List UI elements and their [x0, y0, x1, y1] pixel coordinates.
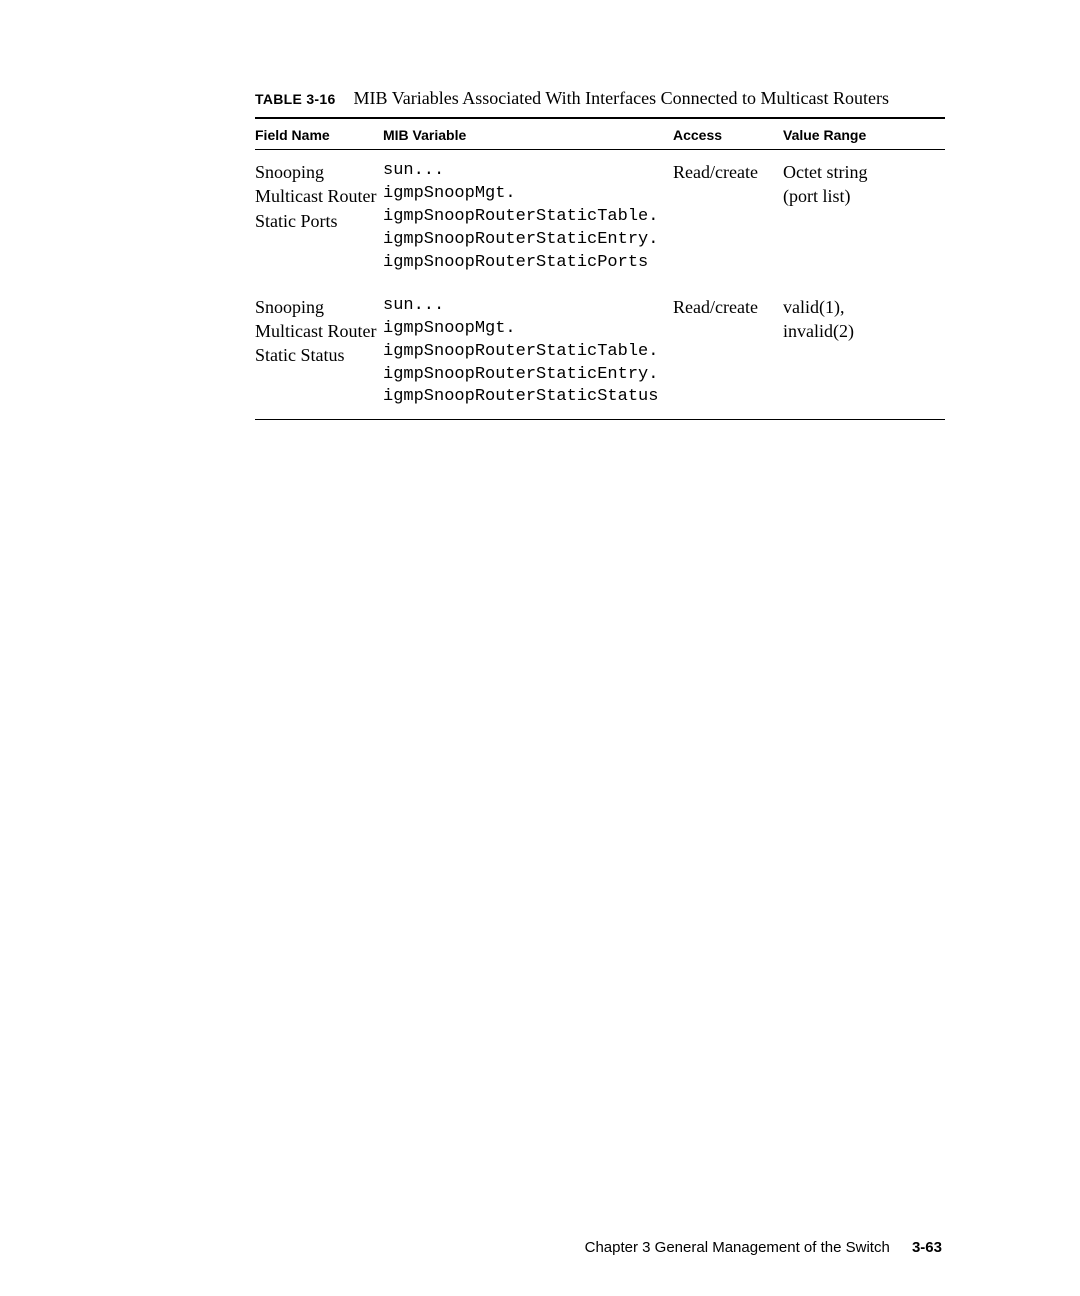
table-row: SnoopingMulticast RouterStatic Status su…: [255, 285, 945, 420]
table-caption-label: TABLE 3-16: [255, 91, 336, 107]
cell-value-range: valid(1),invalid(2): [783, 285, 945, 420]
table-caption-text: MIB Variables Associated With Interfaces…: [354, 88, 890, 108]
header-access: Access: [673, 118, 783, 150]
cell-mib-variable: sun...igmpSnoopMgt.igmpSnoopRouterStatic…: [383, 150, 673, 285]
header-value-range: Value Range: [783, 118, 945, 150]
cell-value-range: Octet string(port list): [783, 150, 945, 285]
cell-field-name: SnoopingMulticast RouterStatic Status: [255, 285, 383, 420]
header-field-name: Field Name: [255, 118, 383, 150]
page-footer: Chapter 3 General Management of the Swit…: [585, 1239, 942, 1256]
cell-field-name: SnoopingMulticast RouterStatic Ports: [255, 150, 383, 285]
footer-page-number: 3-63: [912, 1239, 942, 1256]
cell-access: Read/create: [673, 150, 783, 285]
header-mib-variable: MIB Variable: [383, 118, 673, 150]
table-header-row: Field Name MIB Variable Access Value Ran…: [255, 118, 945, 150]
cell-access: Read/create: [673, 285, 783, 420]
footer-chapter-text: Chapter 3 General Management of the Swit…: [585, 1239, 890, 1256]
cell-mib-variable: sun...igmpSnoopMgt.igmpSnoopRouterStatic…: [383, 285, 673, 420]
mib-variables-table: Field Name MIB Variable Access Value Ran…: [255, 117, 945, 420]
table-row: SnoopingMulticast RouterStatic Ports sun…: [255, 150, 945, 285]
table-caption: TABLE 3-16 MIB Variables Associated With…: [255, 88, 945, 109]
mib-table-section: TABLE 3-16 MIB Variables Associated With…: [255, 88, 945, 420]
